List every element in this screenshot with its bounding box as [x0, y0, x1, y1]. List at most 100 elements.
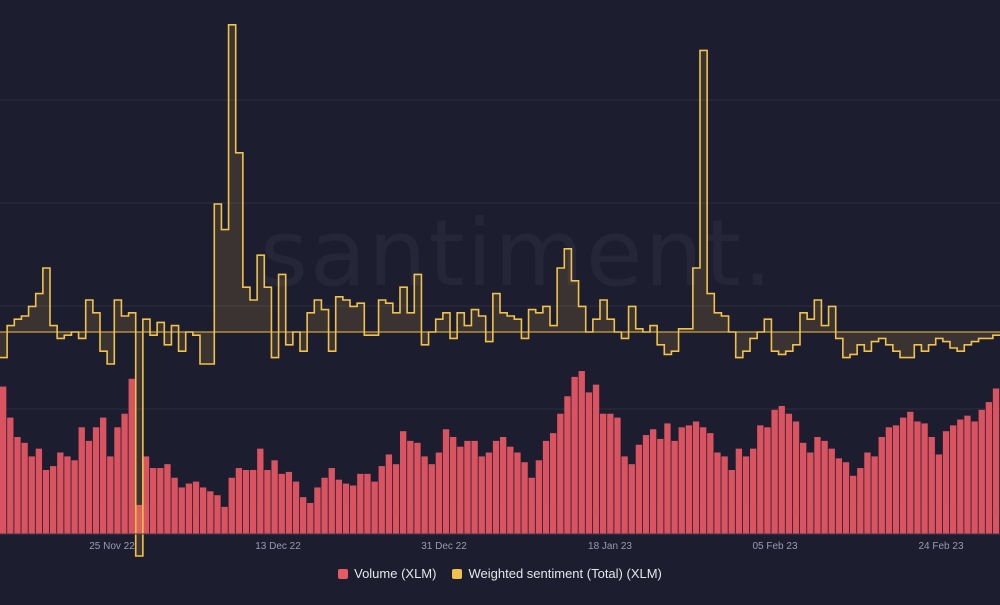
volume-bar — [450, 437, 457, 534]
legend-label-volume: Volume (XLM) — [354, 566, 437, 581]
volume-bar — [407, 440, 414, 534]
volume-bar — [300, 497, 307, 534]
volume-bar — [257, 448, 264, 534]
volume-bar — [742, 456, 750, 534]
volume-bar — [735, 448, 743, 534]
volume-bar — [721, 456, 728, 534]
volume-bar — [171, 477, 178, 534]
volume-bar — [207, 491, 214, 534]
volume-bar — [185, 483, 193, 534]
volume-bar — [485, 452, 493, 534]
x-tick-label: 13 Dec 22 — [255, 541, 301, 552]
volume-bar — [471, 440, 478, 534]
volume-bar — [978, 409, 985, 534]
volume-bar — [685, 425, 693, 534]
volume-bar — [121, 413, 128, 534]
volume-bar — [71, 460, 78, 534]
volume-bar — [785, 413, 793, 534]
volume-bar — [821, 440, 828, 534]
volume-bar — [914, 421, 921, 534]
x-tick-label: 18 Jan 23 — [588, 541, 632, 552]
volume-bar — [271, 460, 278, 534]
x-tick-label: 05 Feb 23 — [752, 541, 797, 552]
volume-bar — [714, 452, 721, 534]
volume-bar — [792, 421, 800, 534]
volume-bar — [650, 429, 657, 534]
volume-bar — [678, 427, 685, 534]
volume-bar — [21, 442, 28, 534]
volume-bar — [192, 481, 200, 534]
volume-bar — [164, 464, 171, 534]
volume-bar — [92, 427, 100, 534]
volume-bar — [692, 421, 700, 534]
volume-bar — [135, 504, 143, 534]
volume-bar — [985, 402, 993, 534]
volume-bar — [757, 425, 764, 534]
volume-bar — [664, 423, 671, 534]
volume-bar — [242, 469, 250, 534]
volume-bar — [221, 506, 228, 534]
volume-bar — [800, 442, 807, 534]
volume-bar — [771, 409, 778, 534]
volume-bar — [700, 427, 707, 534]
volume-bar — [542, 440, 550, 534]
volume-bar — [0, 386, 7, 534]
volume-bar — [607, 413, 614, 534]
volume-bar — [378, 466, 385, 534]
volume-bar — [535, 460, 543, 534]
volume-bar — [592, 384, 600, 534]
volume-bar — [371, 481, 378, 534]
volume-bar — [850, 475, 857, 534]
volume-bar — [628, 464, 635, 534]
volume-bar — [214, 495, 221, 534]
volume-bar — [621, 456, 628, 534]
volume-bar — [828, 448, 835, 534]
volume-bar — [435, 452, 443, 534]
volume-bar — [642, 435, 650, 534]
volume-bar — [250, 469, 257, 534]
volume-bar — [814, 437, 821, 534]
volume-bar — [807, 452, 814, 534]
volume-bar — [614, 417, 621, 534]
volume-bar — [492, 440, 500, 534]
volume-bar — [114, 427, 121, 534]
volume-bar — [350, 485, 357, 534]
volume-bar — [892, 425, 900, 534]
volume-bar — [14, 437, 21, 534]
volume-bar — [385, 454, 393, 534]
volume-bar — [857, 468, 864, 534]
volume-bar — [507, 446, 514, 534]
sentiment-line — [0, 24, 1000, 557]
volume-bar — [842, 462, 850, 534]
volume-bar — [464, 440, 471, 534]
volume-bar — [442, 429, 450, 534]
volume-bar — [400, 431, 407, 534]
volume-bar — [907, 411, 914, 534]
volume-bar — [364, 473, 371, 534]
legend-item-sentiment[interactable]: Weighted sentiment (Total) (XLM) — [452, 566, 662, 581]
volume-bar — [457, 446, 464, 534]
volume-series — [0, 371, 1000, 534]
volume-bar — [571, 376, 578, 534]
legend: Volume (XLM) Weighted sentiment (Total) … — [0, 566, 1000, 581]
volume-bar — [228, 477, 235, 534]
volume-bar — [307, 502, 314, 534]
volume-bar — [235, 468, 243, 534]
volume-bar — [64, 456, 71, 534]
legend-item-volume[interactable]: Volume (XLM) — [338, 566, 436, 581]
volume-bar — [85, 440, 93, 534]
legend-label-sentiment: Weighted sentiment (Total) (XLM) — [468, 566, 662, 581]
volume-bar — [578, 371, 585, 534]
volume-bar — [314, 487, 321, 534]
volume-bar — [107, 456, 114, 534]
volume-bar — [950, 425, 957, 534]
volume-bar — [421, 456, 428, 534]
volume-bar — [935, 454, 943, 534]
volume-bar — [778, 405, 785, 534]
volume-bar — [157, 468, 164, 534]
volume-bar — [635, 444, 643, 534]
volume-bar — [500, 437, 507, 534]
volume-bar — [671, 440, 678, 534]
